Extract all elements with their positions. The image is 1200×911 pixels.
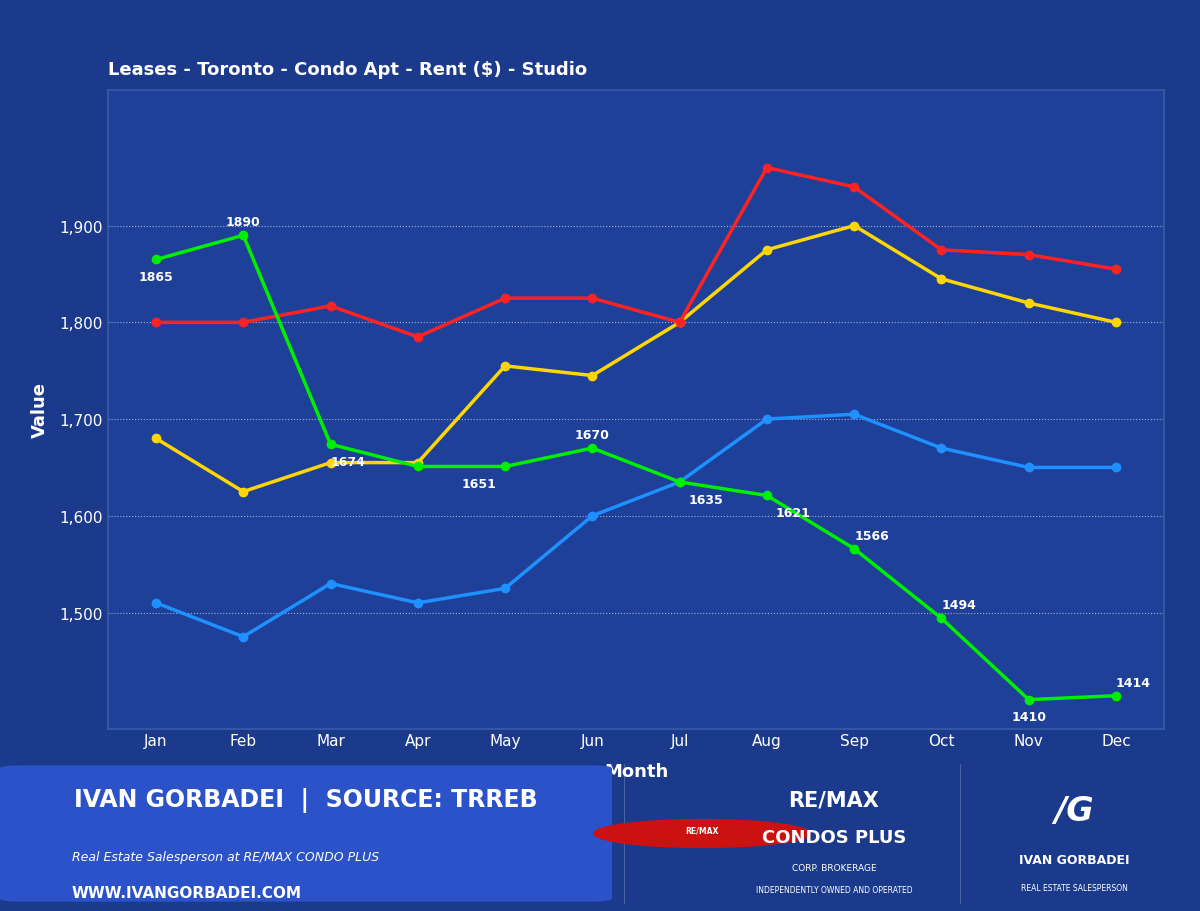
FancyBboxPatch shape (0, 765, 612, 902)
Text: 1414: 1414 (1116, 676, 1151, 689)
Text: WWW.IVANGORBADEI.COM: WWW.IVANGORBADEI.COM (72, 885, 302, 900)
Text: Real Estate Salesperson at RE/MAX CONDO PLUS: Real Estate Salesperson at RE/MAX CONDO … (72, 850, 379, 864)
Text: RE/MAX: RE/MAX (788, 790, 880, 810)
Text: 1494: 1494 (942, 599, 977, 611)
Text: REAL ESTATE SALESPERSON: REAL ESTATE SALESPERSON (1020, 884, 1128, 892)
Text: 1621: 1621 (775, 507, 810, 520)
Text: 1651: 1651 (462, 478, 497, 491)
Text: 1410: 1410 (1012, 711, 1046, 723)
Text: CORP. BROKERAGE: CORP. BROKERAGE (792, 863, 876, 872)
Text: CONDOS PLUS: CONDOS PLUS (762, 828, 906, 845)
Text: 1674: 1674 (330, 456, 366, 468)
Text: RE/MAX: RE/MAX (685, 826, 719, 835)
Text: 1635: 1635 (689, 494, 724, 507)
Text: 1865: 1865 (139, 271, 173, 284)
Text: 1566: 1566 (854, 529, 889, 542)
Circle shape (594, 820, 810, 847)
Text: Leases - Toronto - Condo Apt - Rent ($) - Studio: Leases - Toronto - Condo Apt - Rent ($) … (108, 60, 587, 78)
Text: IVAN GORBADEI  |  SOURCE: TRREB: IVAN GORBADEI | SOURCE: TRREB (74, 787, 538, 812)
Legend: 2017, 2018, 2019, 2020: 2017, 2018, 2019, 2020 (104, 778, 445, 824)
Text: /G: /G (1054, 793, 1094, 827)
Y-axis label: Value: Value (30, 382, 48, 438)
Text: 1890: 1890 (226, 216, 260, 229)
Text: 1670: 1670 (575, 428, 610, 442)
Text: INDEPENDENTLY OWNED AND OPERATED: INDEPENDENTLY OWNED AND OPERATED (756, 885, 912, 894)
X-axis label: Month: Month (604, 763, 668, 781)
Text: IVAN GORBADEI: IVAN GORBADEI (1019, 854, 1129, 866)
